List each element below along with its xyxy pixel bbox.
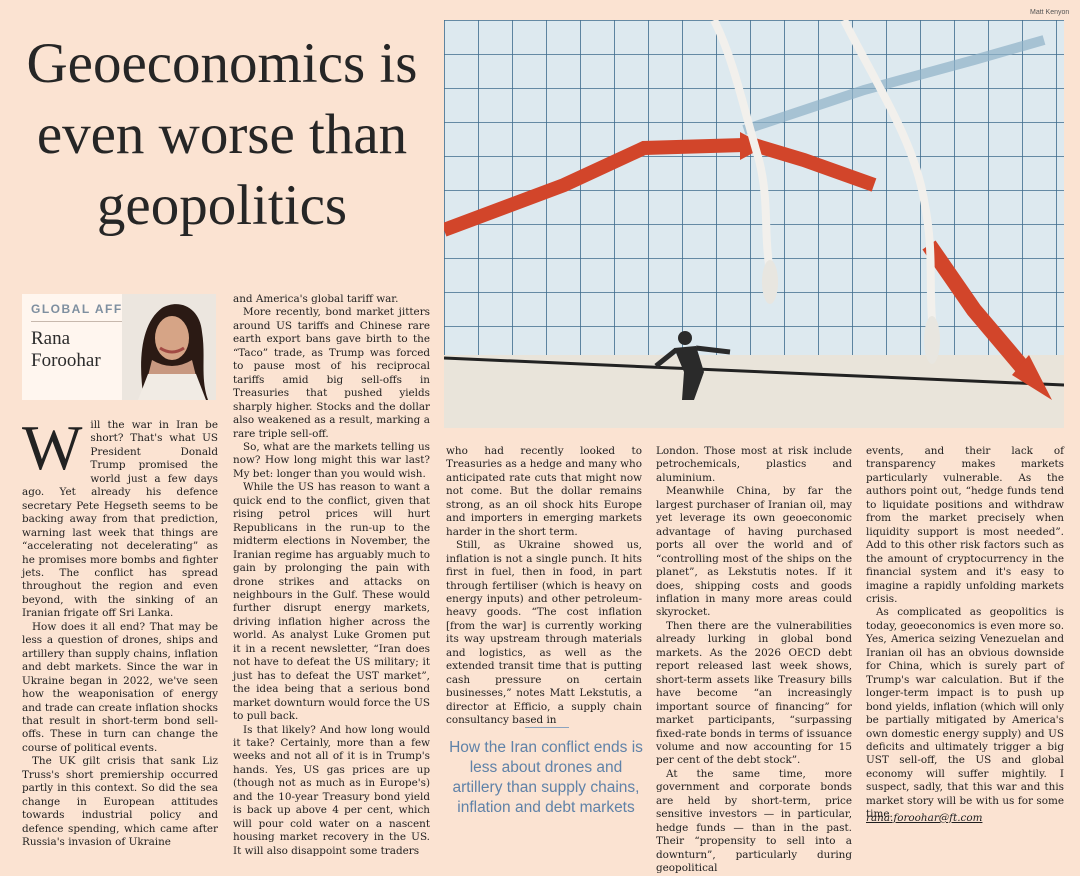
paragraph: At the same time, more government and co… xyxy=(656,767,852,875)
author-name: Rana Foroohar xyxy=(31,328,101,371)
dropcap: W xyxy=(22,412,83,483)
author-email-link[interactable]: rana.foroohar@ft.com xyxy=(866,812,983,824)
byline-box: GLOBAL AFFAIRS Rana Foroohar xyxy=(22,294,216,400)
paragraph: More recently, bond market jitters aroun… xyxy=(233,306,430,440)
paragraph: Meanwhile China, by far the largest purc… xyxy=(656,485,852,619)
paragraph: How does it all end? That may be less a … xyxy=(22,620,218,754)
paragraph: Then there are the vulnerabilities alrea… xyxy=(656,619,852,767)
byline-divider xyxy=(31,321,141,322)
paragraph: Still, as Ukraine showed us, inflation i… xyxy=(446,539,642,727)
paragraph: The UK gilt crisis that sank Liz Truss's… xyxy=(22,755,218,849)
body-column-5: events, and their lack of transparency m… xyxy=(866,445,1064,822)
paragraph: So, what are the markets telling us now?… xyxy=(233,440,430,480)
author-photo xyxy=(122,294,216,400)
body-column-2: and America's global tariff war. More re… xyxy=(233,293,430,858)
paragraph: Is that likely? And how long would it ta… xyxy=(233,723,430,857)
headline: Geoeconomics is even worse than geopolit… xyxy=(26,32,418,237)
body-column-4: London. Those most at risk include petro… xyxy=(656,445,852,876)
paragraph: who had recently looked to Treasuries as… xyxy=(446,445,642,538)
body-column-1: W ill the war in Iran be short? That's w… xyxy=(22,412,218,850)
stock-chart-illustration xyxy=(444,20,1064,428)
paragraph: events, and their lack of transparency m… xyxy=(866,445,1064,605)
illustration-credit: Matt Kenyon xyxy=(1030,9,1070,16)
paragraph: As complicated as geopolitics is today, … xyxy=(866,606,1064,821)
paragraph: While the US has reason to want a quick … xyxy=(233,481,430,723)
paragraph: ill the war in Iran be short? That's wha… xyxy=(22,419,218,620)
pull-quote-rule xyxy=(525,727,569,728)
body-column-3: who had recently looked to Treasuries as… xyxy=(446,445,642,728)
paragraph: London. Those most at risk include petro… xyxy=(656,445,852,484)
paragraph: and America's global tariff war. xyxy=(233,293,399,305)
pull-quote: How the Iran conflict ends is less about… xyxy=(449,739,643,816)
